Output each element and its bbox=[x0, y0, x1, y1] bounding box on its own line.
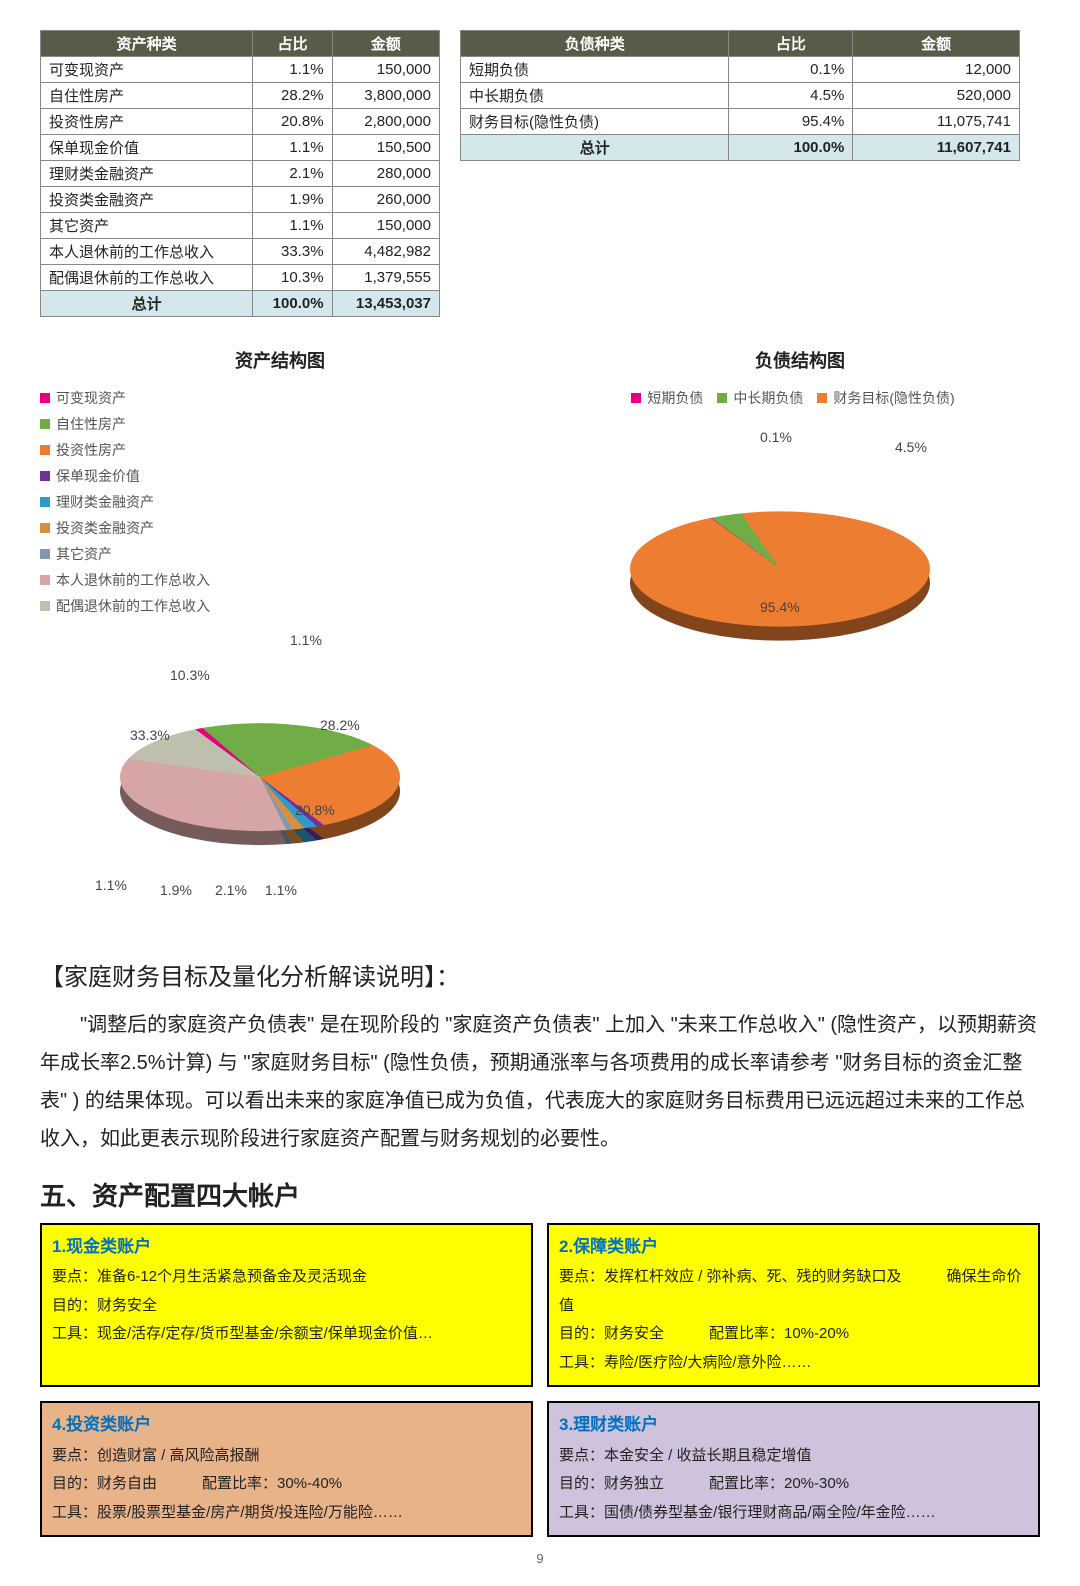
liab-pie-chart: 0.1%4.5%95.4% bbox=[560, 419, 1000, 719]
analysis-body: "调整后的家庭资产负债表" 是在现阶段的 "家庭资产负债表" 上加入 "未来工作… bbox=[40, 1006, 1040, 1158]
account-box: 1.现金类账户要点：准备6-12个月生活紧急预备金及灵活现金目的：财务安全工具：… bbox=[40, 1223, 533, 1387]
account-box: 4.投资类账户要点：创造财富 / 高风险高报酬目的：财务自由 配置比率：30%-… bbox=[40, 1401, 533, 1537]
analysis-heading: 【家庭财务目标及量化分析解读说明】： bbox=[40, 957, 1040, 992]
accounts-grid: 1.现金类账户要点：准备6-12个月生活紧急预备金及灵活现金目的：财务安全工具：… bbox=[40, 1223, 1040, 1537]
assets-legend: 可变现资产自住性房产投资性房产保单现金价值理财类金融资产投资类金融资产其它资产本… bbox=[40, 385, 520, 619]
liab-chart-title: 负债结构图 bbox=[560, 347, 1040, 373]
account-box: 3.理财类账户要点：本金安全 / 收益长期且稳定增值目的：财务独立 配置比率：2… bbox=[547, 1401, 1040, 1537]
account-box: 2.保障类账户要点：发挥杠杆效应 / 弥补病、死、残的财务缺口及 确保生命价值目… bbox=[547, 1223, 1040, 1387]
assets-pie-chart: 1.1%28.2%20.8%1.1%2.1%1.9%1.1%33.3%10.3% bbox=[40, 627, 480, 927]
assets-chart-title: 资产结构图 bbox=[40, 347, 520, 373]
liab-legend: 短期负债中长期负债财务目标(隐性负债) bbox=[560, 385, 1040, 411]
liabilities-table: 负债种类占比金额 短期负债0.1%12,000中长期负债4.5%520,000财… bbox=[460, 30, 1020, 161]
assets-table: 资产种类占比金额 可变现资产1.1%150,000自住性房产28.2%3,800… bbox=[40, 30, 440, 317]
section5-title: 五、资产配置四大帐户 bbox=[40, 1176, 1040, 1213]
page-number: 9 bbox=[40, 1551, 1040, 1566]
